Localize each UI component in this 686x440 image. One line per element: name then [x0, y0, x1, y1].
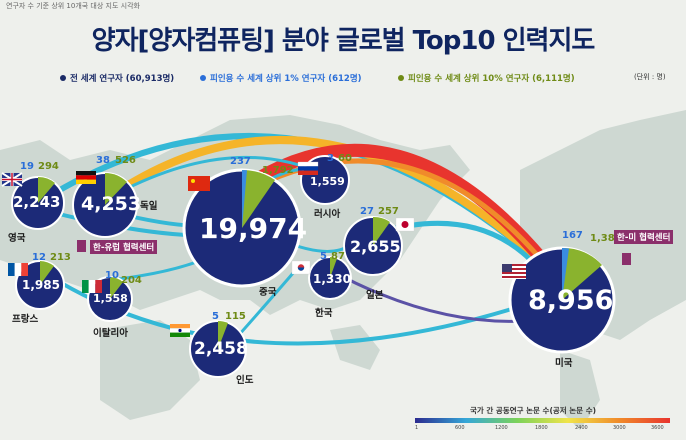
flag-us-icon [502, 264, 526, 279]
flag-jp-icon [395, 217, 415, 232]
it-total: 1,558 [93, 292, 128, 305]
cn-top10: 1,792 [262, 165, 294, 176]
jp-top1: 27 [360, 206, 374, 217]
scale-tick: 3600 [651, 425, 664, 431]
it-name: 이탈리아 [93, 328, 128, 339]
scale-tick: 1 [415, 425, 419, 431]
page-title: 양자[양자컴퓨팅] 분야 글로벌 Top10 인력지도 [91, 26, 596, 56]
in-top10: 115 [225, 311, 246, 322]
legend-top10: 피인용 수 세계 상위 10% 연구자 (6,111명) [398, 72, 575, 84]
legend-dot-icon [200, 75, 206, 81]
de-total: 4,253 [81, 193, 142, 215]
bubble-uk [11, 176, 65, 230]
legend-total: 전 세계 연구자 (60,913명) [60, 72, 174, 84]
kr-total: 1,330 [313, 272, 351, 286]
ru-top1: 3 [327, 153, 334, 164]
cn-top1: 237 [230, 156, 251, 167]
jp-top10: 257 [378, 206, 399, 217]
legend-top10-label: 피인용 수 세계 상위 10% 연구자 (6,111명) [408, 74, 575, 84]
uk-name: 영국 [8, 233, 26, 244]
fr-top1: 12 [32, 252, 46, 263]
bubble-jp [343, 216, 403, 276]
de-top10: 526 [115, 155, 136, 166]
de-top1: 38 [96, 155, 110, 166]
scale-tick: 3000 [613, 425, 626, 431]
center-building-icons [77, 240, 631, 265]
it-top1: 10 [105, 270, 119, 281]
legend-top1: 피인용 수 세계 상위 1% 연구자 (612명) [200, 72, 362, 84]
bubble-cn [182, 168, 302, 288]
flag-it-icon [82, 280, 102, 293]
flag-kr-icon [291, 260, 311, 275]
flag-de-icon [76, 171, 96, 184]
fr-name: 프랑스 [12, 314, 39, 325]
legend-top1-label: 피인용 수 세계 상위 1% 연구자 (612명) [210, 74, 362, 84]
flag-ru-icon [297, 161, 319, 175]
scale-tick: 1200 [495, 425, 508, 431]
uk-top10: 294 [38, 161, 59, 172]
kr-top1: 5 [320, 251, 327, 262]
ru-name: 러시아 [314, 209, 341, 220]
eu-center-building-icon [77, 240, 86, 252]
flags [1, 161, 526, 337]
flag-fr-icon [8, 263, 28, 276]
fr-total: 1,985 [22, 278, 60, 292]
in-total: 2,458 [194, 339, 248, 359]
scale-tick: 2400 [575, 425, 588, 431]
in-name: 인도 [236, 375, 254, 386]
jp-total: 2,655 [350, 237, 401, 256]
scale-tick: 1800 [535, 425, 548, 431]
flag-uk-icon [1, 172, 23, 187]
flag-in-icon [170, 324, 190, 337]
cn-name: 중국 [259, 287, 277, 298]
it-top10: 204 [121, 275, 142, 286]
bubble-kr [308, 256, 352, 300]
us-name: 미국 [555, 358, 573, 369]
us-center-label: 한-미 협력센터 [614, 230, 674, 244]
fr-top10: 213 [50, 252, 71, 263]
unit-label: (단위 : 명) [634, 73, 666, 81]
us-top1: 167 [562, 230, 583, 241]
scale-tick: 600 [455, 425, 465, 431]
us-total: 8,956 [528, 285, 614, 316]
bubble-us [508, 246, 616, 354]
legend-total-label: 전 세계 연구자 (60,913명) [70, 74, 175, 84]
us-center-building-icon [622, 253, 631, 265]
scale-title: 국가 간 공동연구 논문 수(공저 논문 수) [470, 406, 597, 415]
ru-top10: 60 [338, 153, 352, 164]
legend-dot-icon [60, 75, 66, 81]
flag-cn-icon [188, 176, 210, 191]
bubbles [11, 155, 616, 378]
uk-top1: 19 [20, 161, 34, 172]
us-top10: 1,389 [590, 233, 622, 244]
color-scale-bar [415, 418, 670, 423]
eu-center-label: 한-유럽 협력센터 [90, 240, 158, 254]
top-note: 연구자 수 기준 상위 10개국 대상 지도 시각화 [6, 2, 140, 10]
bubble-de [72, 172, 138, 238]
ru-total: 1,559 [310, 175, 345, 188]
uk-total: 2,243 [13, 193, 61, 211]
legend-dot-icon [398, 75, 404, 81]
kr-name: 한국 [315, 308, 333, 319]
de-name: 독일 [140, 201, 158, 212]
kr-top10: 87 [331, 251, 345, 262]
bubble-in [189, 320, 247, 378]
in-top1: 5 [212, 311, 219, 322]
jp-name: 일본 [366, 290, 384, 301]
cn-total: 19,974 [199, 212, 308, 245]
